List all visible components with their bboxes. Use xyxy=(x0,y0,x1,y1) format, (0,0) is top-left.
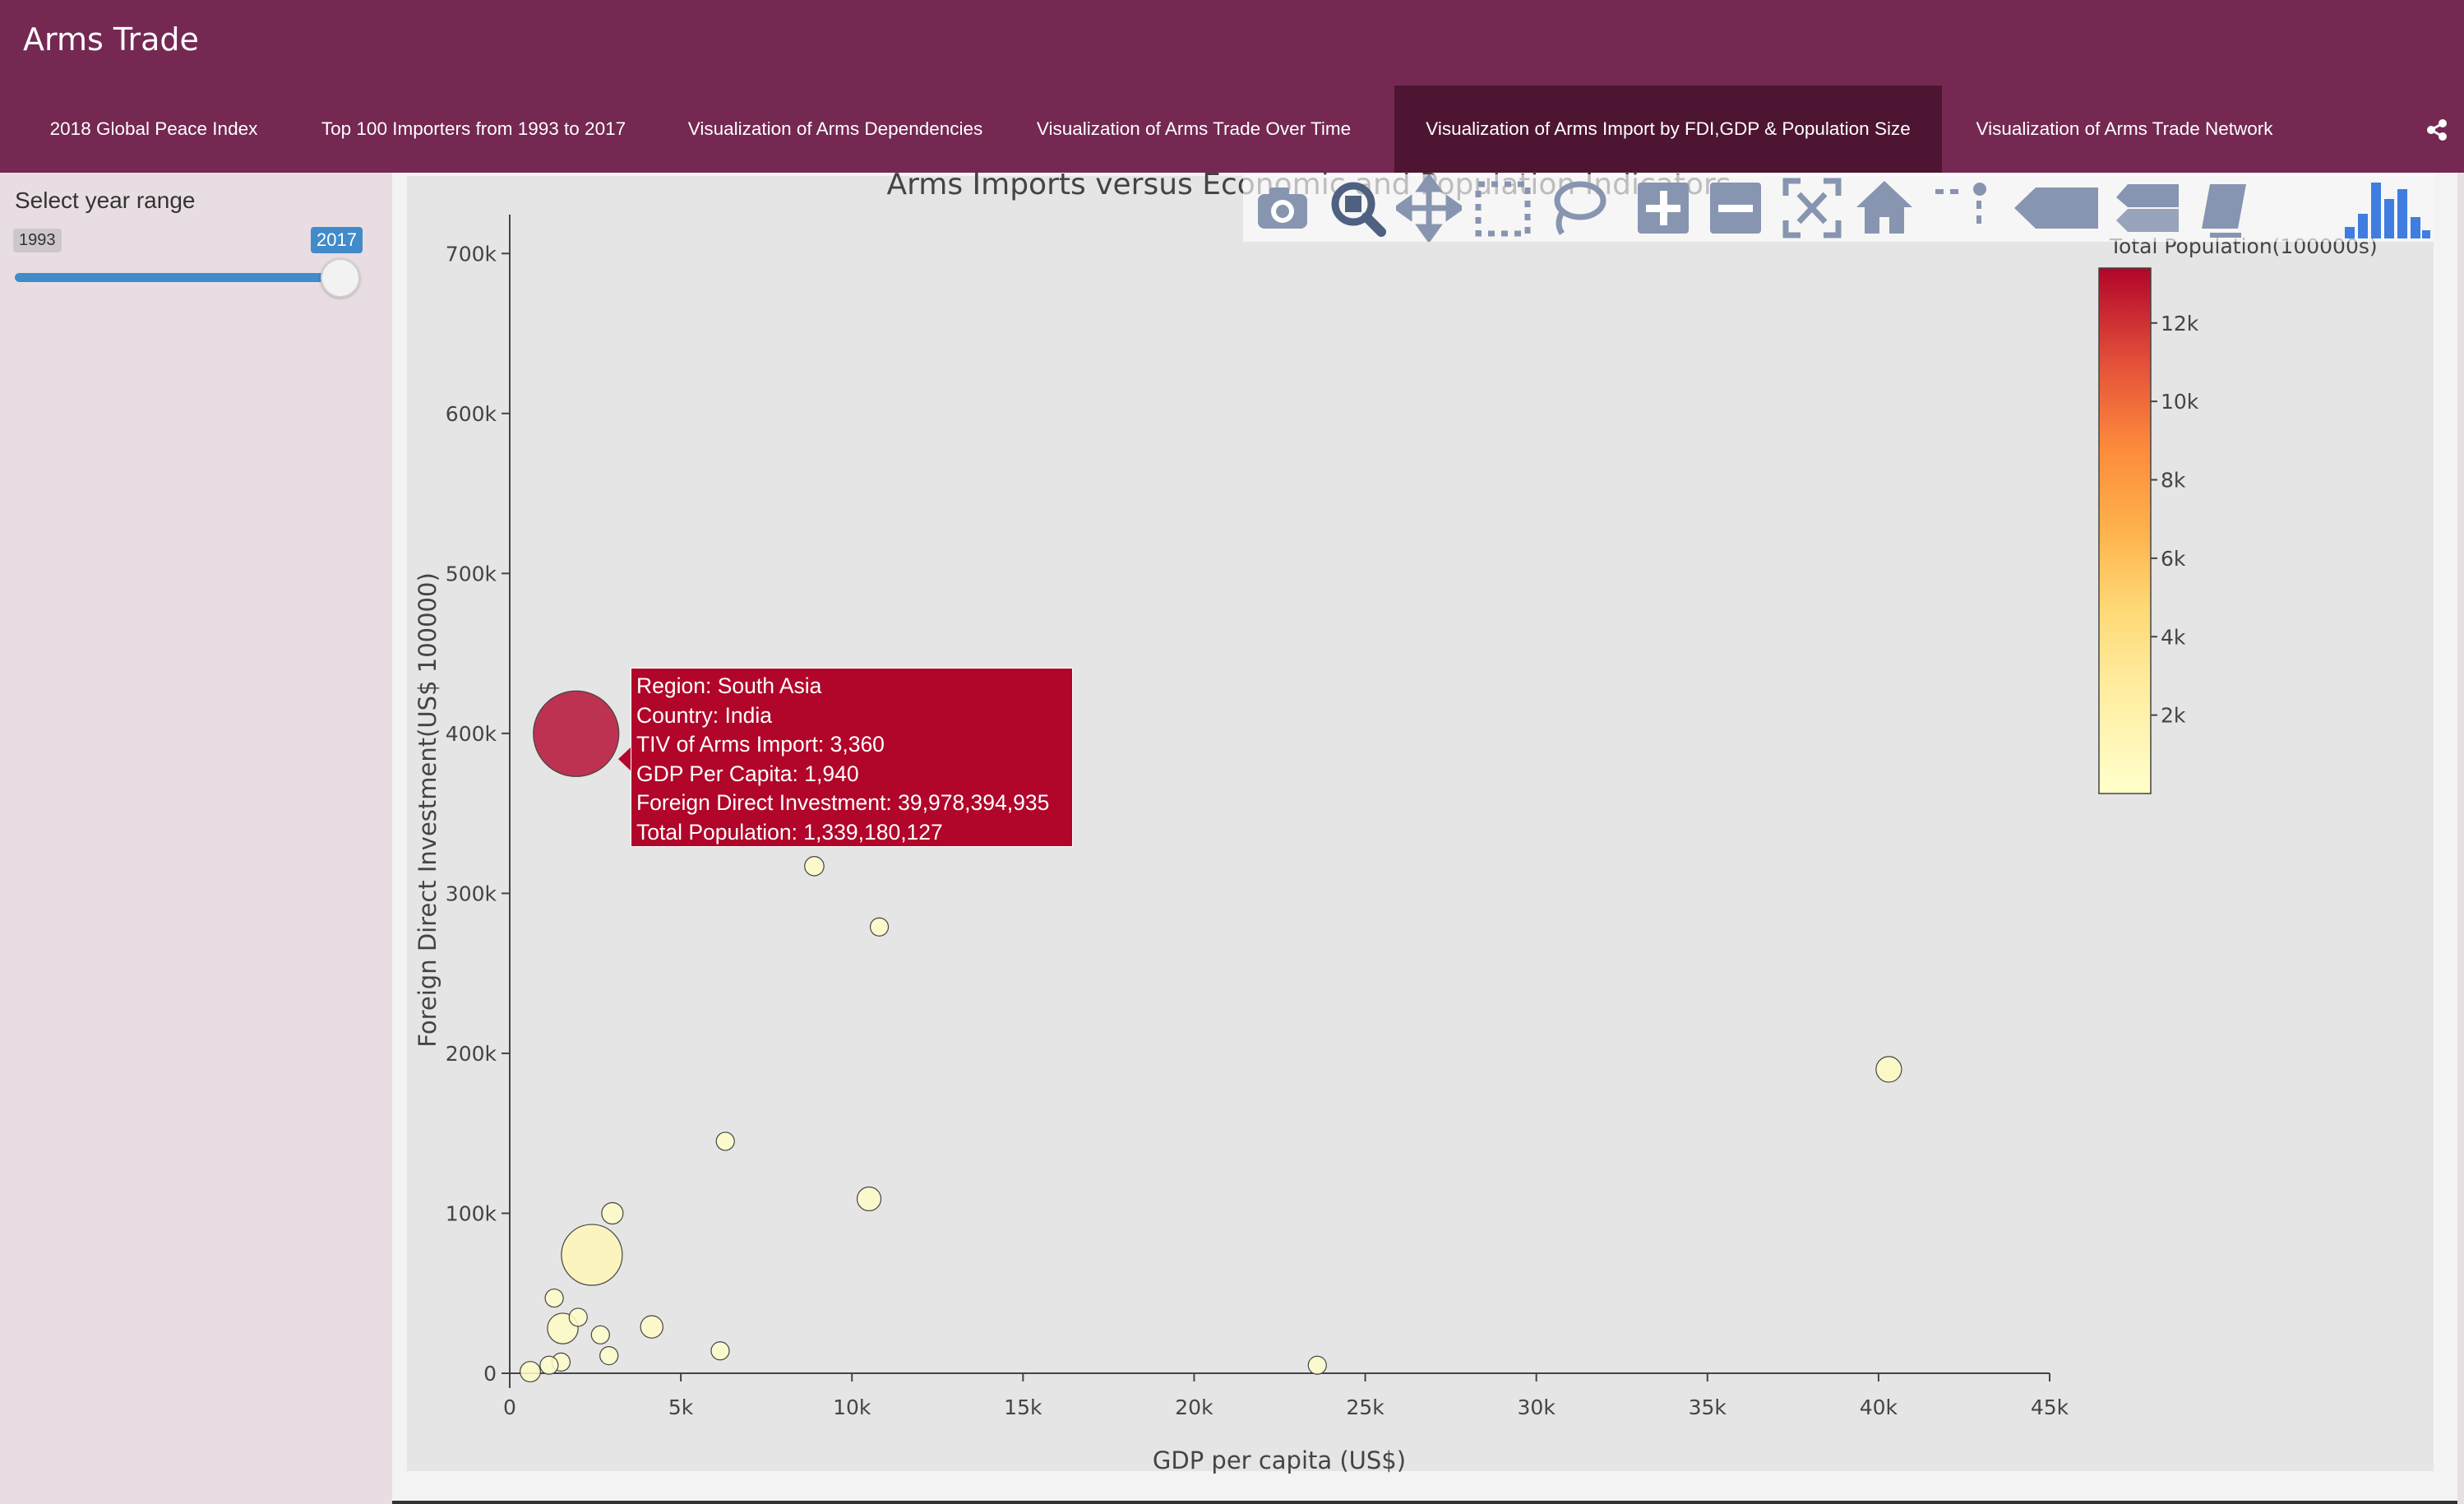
zoom-icon[interactable] xyxy=(1324,174,1389,242)
scatter-point[interactable] xyxy=(539,1355,559,1375)
slider-handle[interactable] xyxy=(321,258,360,298)
scatter-point[interactable] xyxy=(640,1315,663,1339)
y-axis-label: Foreign Direct Investment(US$ 100000) xyxy=(414,572,441,1048)
tab-arms-trade-network[interactable]: Visualization of Arms Trade Network xyxy=(1976,118,2273,139)
x-axis: 0 5k 10k 15k 20k 25k 30k 35k 40k 45k xyxy=(503,1372,2069,1419)
slider-max-badge: 2017 xyxy=(311,227,363,253)
autoscale-icon[interactable] xyxy=(1779,174,1845,242)
plot-modebar xyxy=(1243,172,2434,244)
x-tick-label: 30k xyxy=(1518,1395,1556,1419)
y-axis: 0 100k 200k 300k 400k 500k 600k 700k xyxy=(446,215,511,1388)
scatter-point[interactable] xyxy=(544,1288,564,1308)
x-tick-label: 0 xyxy=(503,1395,516,1419)
colorbar xyxy=(2098,267,2152,794)
tooltip-region: Region: South Asia xyxy=(636,673,822,698)
tooltip-tiv: TIV of Arms Import: 3,360 xyxy=(636,732,885,757)
scatter-point[interactable] xyxy=(601,1201,624,1225)
zoom-in-icon[interactable] xyxy=(1634,174,1692,242)
edit-chart-icon[interactable] xyxy=(2195,174,2256,242)
box-select-icon[interactable] xyxy=(1470,174,1536,242)
plotly-logo-icon[interactable] xyxy=(2338,174,2434,242)
share-icon[interactable] xyxy=(2425,118,2449,142)
y-tick-label: 0 xyxy=(483,1362,497,1386)
x-tick-label: 40k xyxy=(1860,1395,1898,1419)
spike-lines-icon[interactable] xyxy=(1930,174,1996,242)
tab-arms-trade-over-time[interactable]: Visualization of Arms Trade Over Time xyxy=(1036,118,1352,139)
scatter-point[interactable] xyxy=(1875,1056,1902,1083)
scatter-point[interactable] xyxy=(856,1186,882,1212)
colorbar-tick-label: 12k xyxy=(2161,312,2199,336)
hover-compare-icon[interactable] xyxy=(2111,174,2182,242)
scatter-point[interactable] xyxy=(561,1224,623,1286)
scatter-points xyxy=(520,690,1902,1383)
tab-global-peace-index[interactable]: 2018 Global Peace Index xyxy=(49,118,258,139)
tab-arms-dependencies[interactable]: Visualization of Arms Dependencies xyxy=(687,118,983,139)
tab-top-100-importers[interactable]: Top 100 Importers from 1993 to 2017 xyxy=(321,118,626,139)
y-tick-label: 100k xyxy=(446,1201,497,1225)
hover-closest-icon[interactable] xyxy=(2011,174,2101,242)
hover-tooltip: Region: South Asia Country: India TIV of… xyxy=(631,668,1073,847)
x-axis-label: GDP per capita (US$) xyxy=(1153,1446,1406,1474)
scatter-point[interactable] xyxy=(869,917,890,937)
scatter-point[interactable] xyxy=(533,690,620,777)
scatter-point[interactable] xyxy=(568,1307,588,1327)
pan-icon[interactable] xyxy=(1392,172,1466,244)
scatter-point[interactable] xyxy=(710,1341,730,1361)
sidebar-panel: Select year range 1993 2017 xyxy=(0,173,378,1504)
y-tick-label: 500k xyxy=(446,562,497,585)
x-tick-label: 20k xyxy=(1175,1395,1214,1419)
colorbar-tick-label: 2k xyxy=(2161,704,2186,728)
app-title[interactable]: Arms Trade xyxy=(23,21,199,58)
tab-arms-import-fdi-gdp-population[interactable]: Visualization of Arms Import by FDI,GDP … xyxy=(1394,86,1942,173)
y-tick-label: 300k xyxy=(446,882,497,905)
scatter-point[interactable] xyxy=(599,1346,619,1366)
x-tick-label: 35k xyxy=(1689,1395,1727,1419)
colorbar-ticks: 2k 4k 6k 8k 10k 12k xyxy=(2151,312,2199,728)
tooltip-fdi: Foreign Direct Investment: 39,978,394,93… xyxy=(636,790,1050,815)
x-tick-label: 10k xyxy=(833,1395,871,1419)
x-tick-label: 15k xyxy=(1004,1395,1042,1419)
year-range-label: Select year range xyxy=(15,187,196,213)
scatter-point[interactable] xyxy=(715,1131,735,1151)
tooltip-gdp: GDP Per Capita: 1,940 xyxy=(636,761,859,786)
reset-axes-icon[interactable] xyxy=(1851,174,1917,242)
main-nav-tabs: 2018 Global Peace Index Top 100 Importer… xyxy=(0,86,2464,173)
scatter-point[interactable] xyxy=(804,856,825,877)
tooltip-arrow xyxy=(618,747,631,771)
scatter-point[interactable] xyxy=(1307,1355,1327,1375)
x-tick-label: 5k xyxy=(668,1395,694,1419)
lasso-icon[interactable] xyxy=(1544,174,1610,242)
top-navbar: Arms Trade 2018 Global Peace Index Top 1… xyxy=(0,0,2464,173)
year-range-slider[interactable] xyxy=(15,273,342,282)
y-tick-label: 700k xyxy=(446,242,497,266)
slider-min-badge: 1993 xyxy=(13,229,62,252)
y-tick-label: 600k xyxy=(446,402,497,426)
colorbar-tick-label: 6k xyxy=(2161,547,2186,571)
scatter-point[interactable] xyxy=(520,1361,541,1383)
colorbar-tick-label: 10k xyxy=(2161,390,2199,414)
x-tick-label: 25k xyxy=(1346,1395,1385,1419)
colorbar-tick-label: 8k xyxy=(2161,469,2186,493)
y-tick-label: 200k xyxy=(446,1042,497,1066)
tooltip-country: Country: India xyxy=(636,702,772,728)
x-tick-label: 45k xyxy=(2031,1395,2069,1419)
panel-bottom-border xyxy=(392,1501,2457,1504)
colorbar-tick-label: 4k xyxy=(2161,625,2186,649)
tooltip-population: Total Population: 1,339,180,127 xyxy=(636,819,943,845)
camera-icon[interactable] xyxy=(1250,174,1315,242)
y-tick-label: 400k xyxy=(446,722,497,746)
scatter-point[interactable] xyxy=(590,1325,610,1344)
zoom-out-icon[interactable] xyxy=(1707,174,1764,242)
